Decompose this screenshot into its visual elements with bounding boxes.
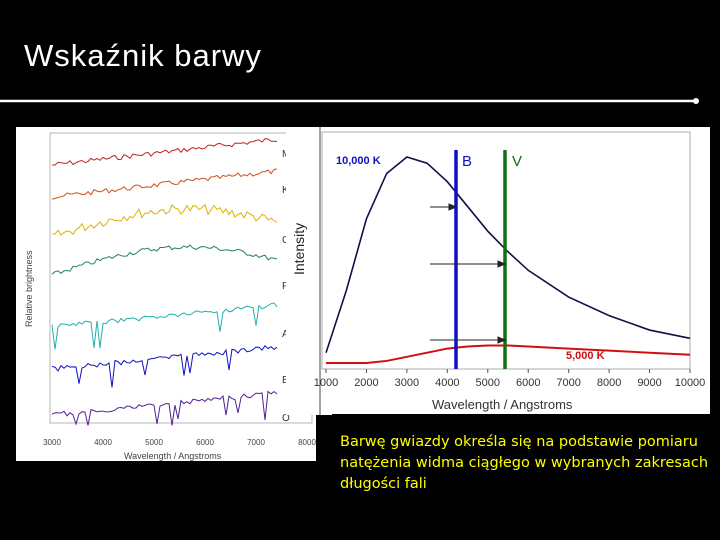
blackbody-curves (325, 156, 691, 364)
spectral-class-label: K (282, 185, 289, 196)
b-band-label: B (462, 153, 472, 170)
right-x-tick-label: 5000 (476, 377, 500, 389)
v-band-label: V (512, 153, 522, 170)
spectral-class-label: B (282, 375, 289, 386)
left-x-tick-label: 3000 (43, 438, 61, 447)
right-x-tick-label: 4000 (435, 377, 459, 389)
intensity-label: Intensity (291, 223, 307, 275)
right-x-tick-label: 8000 (597, 377, 621, 389)
right-x-ticks: 1000 2000 3000 4000 5000 6000 7000 8000 9000 1000… (314, 369, 706, 389)
spectral-class-label: A (282, 329, 289, 340)
spectrum-line (51, 345, 278, 388)
caption-text: Barwę gwiazdy określa się na podstawie p… (340, 434, 709, 492)
right-x-tick-label: 1000 (314, 377, 338, 389)
left-x-ticks: 3000 4000 5000 6000 7000 8000 (43, 438, 316, 447)
right-x-tick-label: 7000 (556, 377, 580, 389)
caption-box: Barwę gwiazdy określa się na podstawie p… (332, 414, 720, 540)
spectral-class-label: F (282, 281, 288, 292)
blackbody-chart: Intensity B V 10,000 K 5,000 K 1000 2000 3… (286, 127, 710, 415)
left-y-label: Relative brightness (24, 250, 34, 327)
right-x-tick-label: 3000 (395, 377, 419, 389)
left-x-tick-label: 4000 (94, 438, 112, 447)
slide-title: Wskaźnik barwy (24, 38, 262, 73)
right-x-tick-label: 2000 (354, 377, 378, 389)
hot-curve-label: 10,000 K (336, 155, 381, 167)
spectrum-line (51, 390, 278, 426)
spectrum-line (52, 138, 278, 166)
spectra-lines (51, 138, 278, 426)
cool-curve-label: 5,000 K (566, 350, 605, 362)
spectrum-line (51, 203, 278, 236)
left-x-label: Wavelength / Angstroms (124, 451, 222, 461)
measurement-arrows (430, 203, 507, 344)
right-x-tick-label: 9000 (637, 377, 661, 389)
right-x-tick-label: 6000 (516, 377, 540, 389)
left-x-tick-label: 7000 (247, 438, 265, 447)
left-x-tick-label: 8000 (298, 438, 316, 447)
spectrum-line (51, 168, 278, 200)
title-divider (0, 98, 699, 104)
blackbody-svg: Intensity B V 10,000 K 5,000 K 1000 2000 3… (291, 127, 710, 415)
spectral-class-label: O (282, 413, 290, 424)
left-x-tick-label: 5000 (145, 438, 163, 447)
spectrum-line (51, 244, 278, 275)
left-x-tick-label: 6000 (196, 438, 214, 447)
spectrum-line (51, 302, 278, 350)
right-x-label: Wavelength / Angstroms (432, 397, 573, 412)
right-x-tick-label: 10000 (675, 377, 706, 389)
